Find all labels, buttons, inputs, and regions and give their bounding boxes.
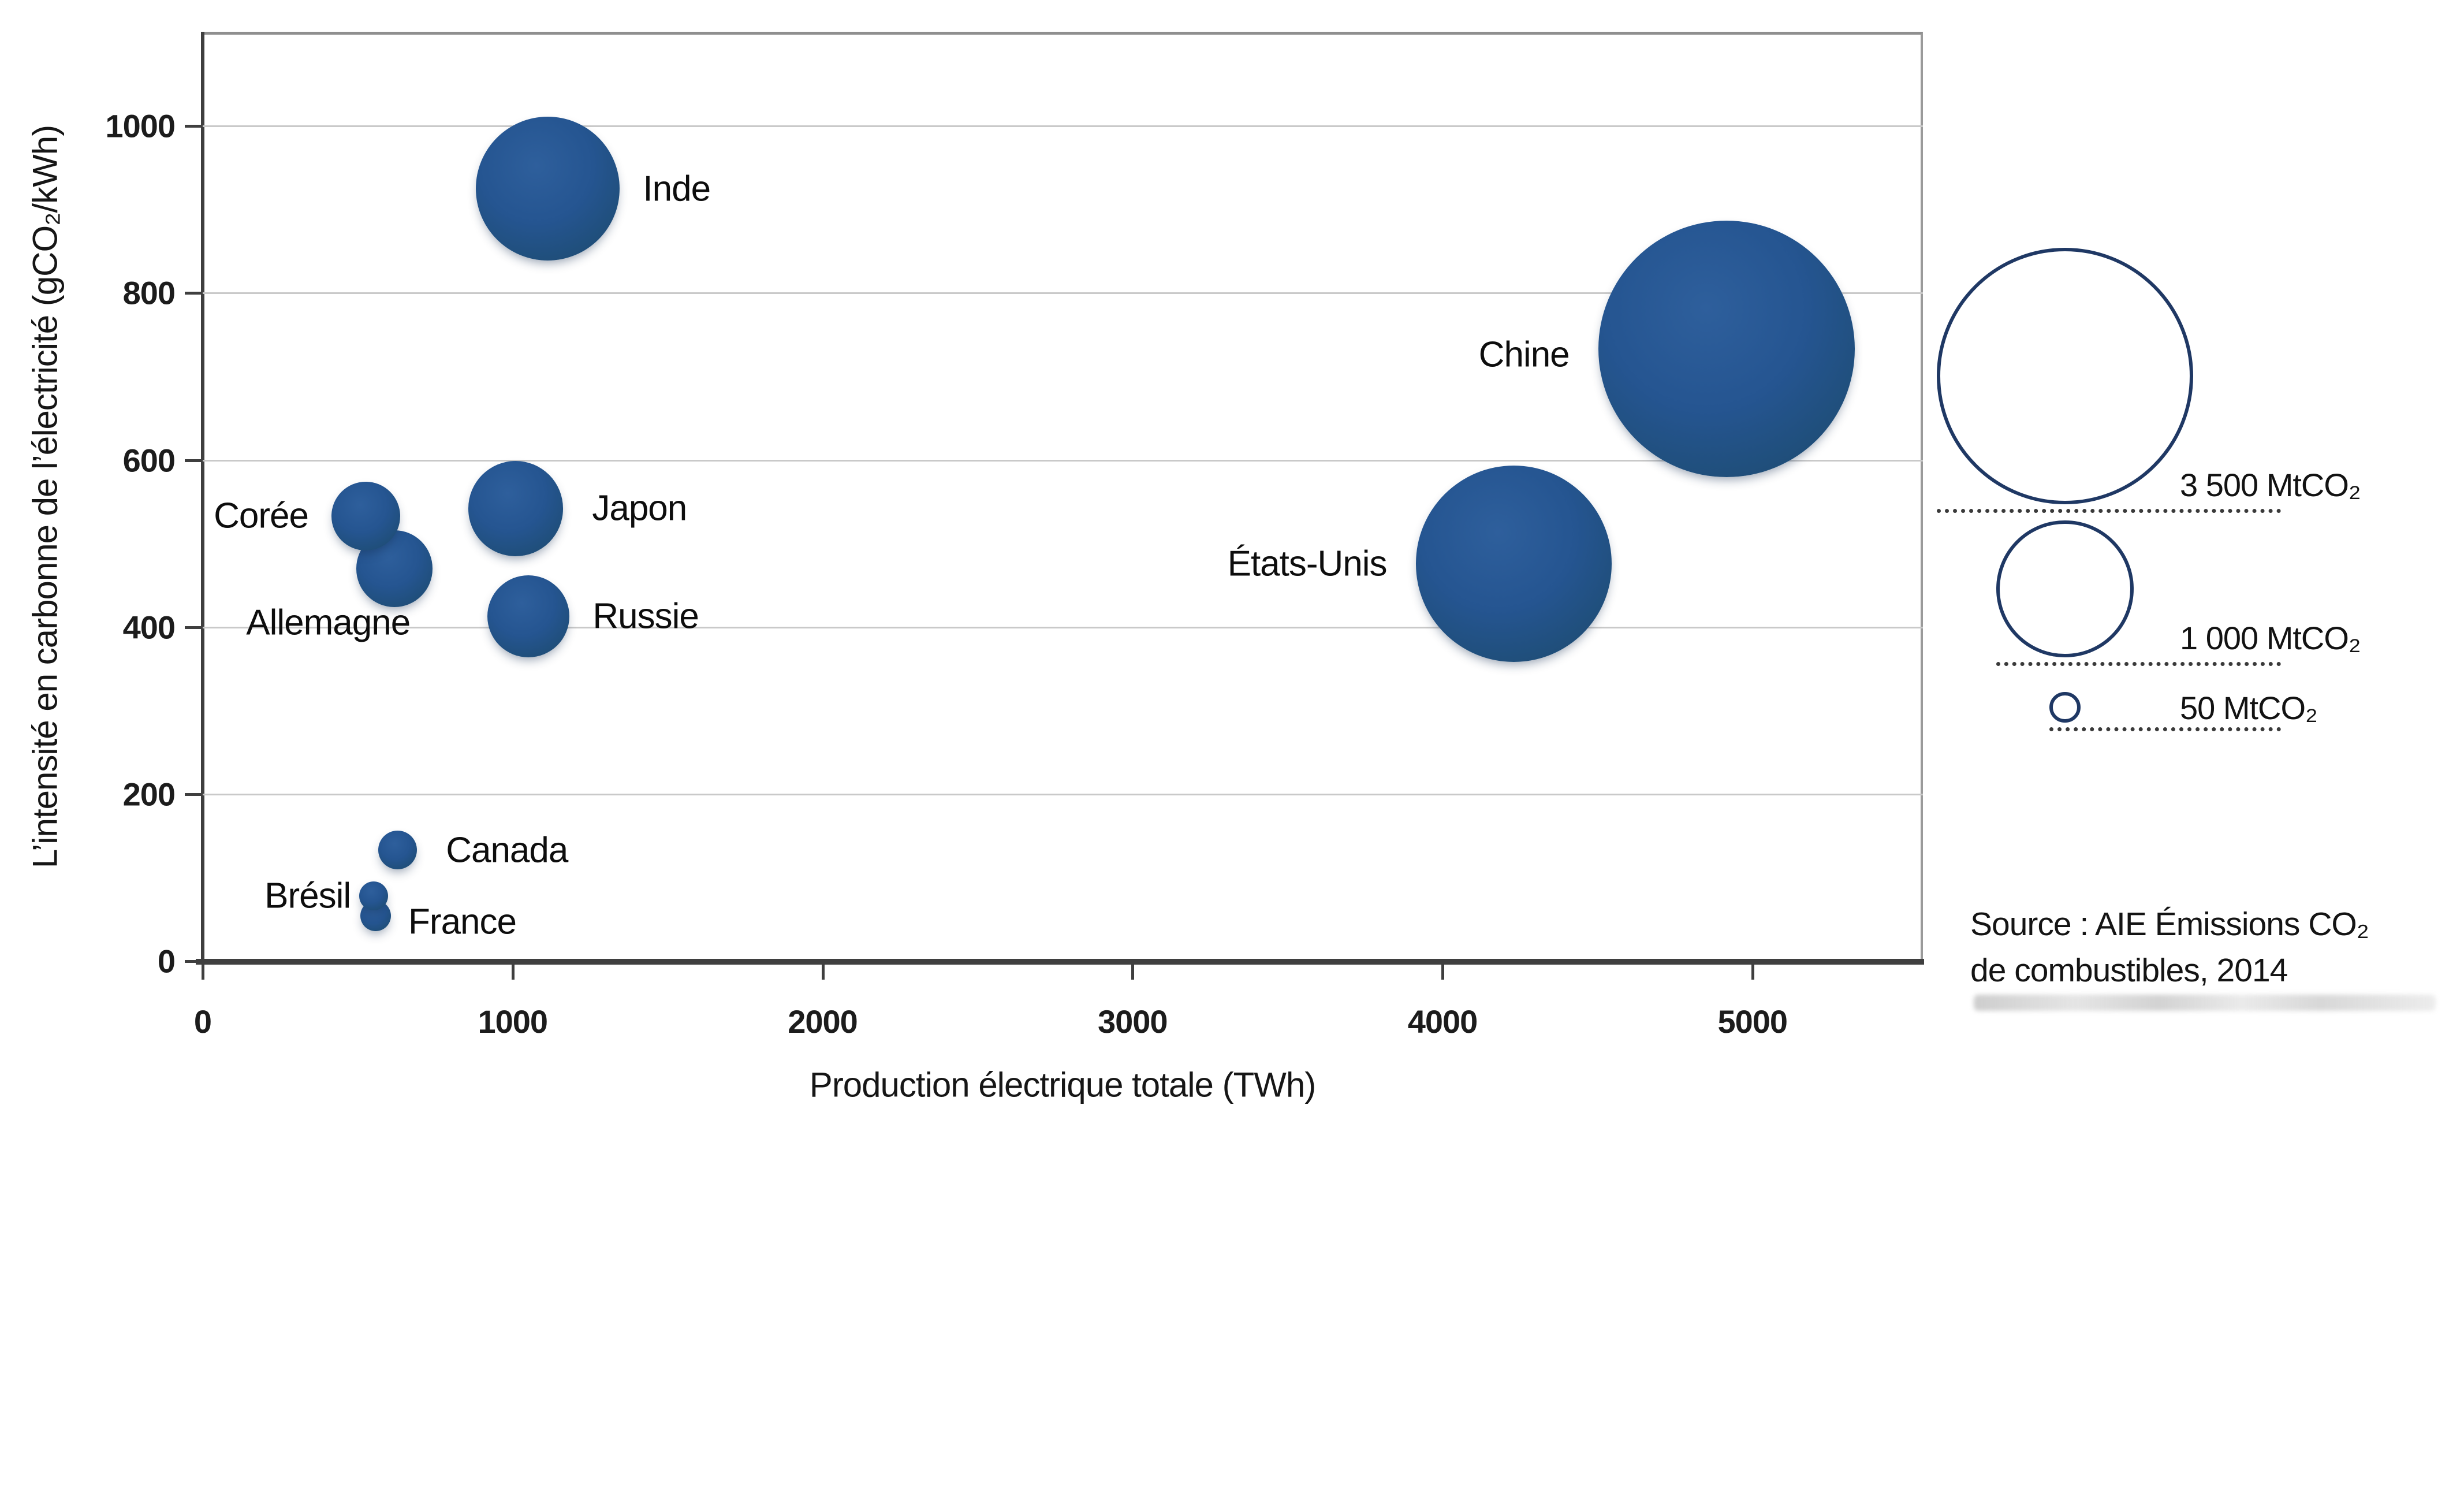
- legend-circle-50: [2049, 691, 2081, 723]
- y-tick-600: [185, 459, 201, 462]
- legend-label-3500: 3 500 MtCO₂: [2180, 467, 2361, 503]
- x-tick-0: [202, 965, 204, 980]
- y-tick-label-200: 200: [122, 776, 176, 813]
- bubble-chine: [1598, 221, 1855, 478]
- bubble-bresil: [359, 881, 389, 911]
- bubble-label-inde: Inde: [643, 169, 711, 209]
- gridline-600: [203, 459, 1923, 462]
- x-tick-label-1000: 1000: [478, 1003, 548, 1040]
- bubble-label-japon: Japon: [592, 488, 687, 529]
- plot-border: [203, 32, 1923, 963]
- y-axis-line: [201, 32, 204, 963]
- y-tick-0: [185, 960, 201, 963]
- x-tick-1000: [511, 965, 515, 980]
- bubble-canada: [378, 831, 417, 870]
- x-tick-4000: [1441, 965, 1445, 980]
- y-tick-800: [185, 292, 201, 295]
- y-tick-label-1000: 1000: [105, 107, 176, 144]
- gridline-1000: [203, 125, 1923, 128]
- x-tick-3000: [1131, 965, 1135, 980]
- x-tick-label-4000: 4000: [1407, 1003, 1478, 1040]
- bubble-label-russie: Russie: [592, 596, 699, 637]
- legend-circle-3500: [1936, 247, 2194, 504]
- y-tick-label-400: 400: [122, 609, 176, 646]
- faded-text-artifact: [1974, 995, 2436, 1011]
- source-line-1: Source : AIE Émissions CO₂: [1970, 906, 2369, 943]
- legend-leader-1000: [1996, 662, 2281, 666]
- x-tick-label-0: 0: [193, 1003, 212, 1040]
- bubble-coree: [331, 482, 400, 550]
- legend-label-1000: 1 000 MtCO₂: [2180, 620, 2361, 656]
- x-axis-title: Production électrique totale (TWh): [809, 1065, 1316, 1104]
- y-tick-1000: [185, 125, 201, 128]
- x-axis-line: [196, 959, 1924, 965]
- bubble-inde: [476, 117, 620, 261]
- y-tick-label-0: 0: [157, 943, 176, 980]
- x-tick-label-3000: 3000: [1097, 1003, 1168, 1040]
- legend-circle-1000: [1996, 520, 2134, 657]
- y-tick-label-600: 600: [122, 442, 176, 479]
- x-tick-label-2000: 2000: [788, 1003, 858, 1040]
- bubble-label-france: France: [408, 902, 517, 942]
- bubble-label-etats-unis: États-Unis: [1227, 544, 1388, 584]
- bubble-label-allemagne: Allemagne: [246, 602, 411, 643]
- x-tick-2000: [821, 965, 825, 980]
- legend-label-50: 50 MtCO₂: [2180, 690, 2318, 726]
- source-line-2: de combustibles, 2014: [1970, 952, 2288, 989]
- y-tick-200: [185, 792, 201, 796]
- source-note: Source : AIE Émissions CO₂ de combustibl…: [1970, 901, 2369, 994]
- gridline-800: [203, 292, 1923, 295]
- legend-leader-50: [2049, 727, 2281, 731]
- bubble-label-bresil: Brésil: [264, 876, 351, 916]
- bubble-label-chine: Chine: [1478, 334, 1570, 375]
- y-tick-label-800: 800: [122, 274, 176, 311]
- bubble-label-canada: Canada: [446, 830, 568, 870]
- bubble-russie: [487, 575, 570, 658]
- y-tick-400: [185, 626, 201, 629]
- x-tick-5000: [1751, 965, 1754, 980]
- gridline-200: [203, 793, 1923, 795]
- bubble-etats-unis: [1415, 465, 1612, 662]
- x-tick-label-5000: 5000: [1717, 1003, 1788, 1040]
- y-axis-title: L’intensité en carbonne de l’électricité…: [25, 125, 65, 869]
- bubble-japon: [468, 461, 564, 556]
- legend-leader-3500: [1936, 509, 2281, 513]
- gridline-400: [203, 626, 1923, 628]
- bubble-label-coree: Corée: [214, 496, 309, 536]
